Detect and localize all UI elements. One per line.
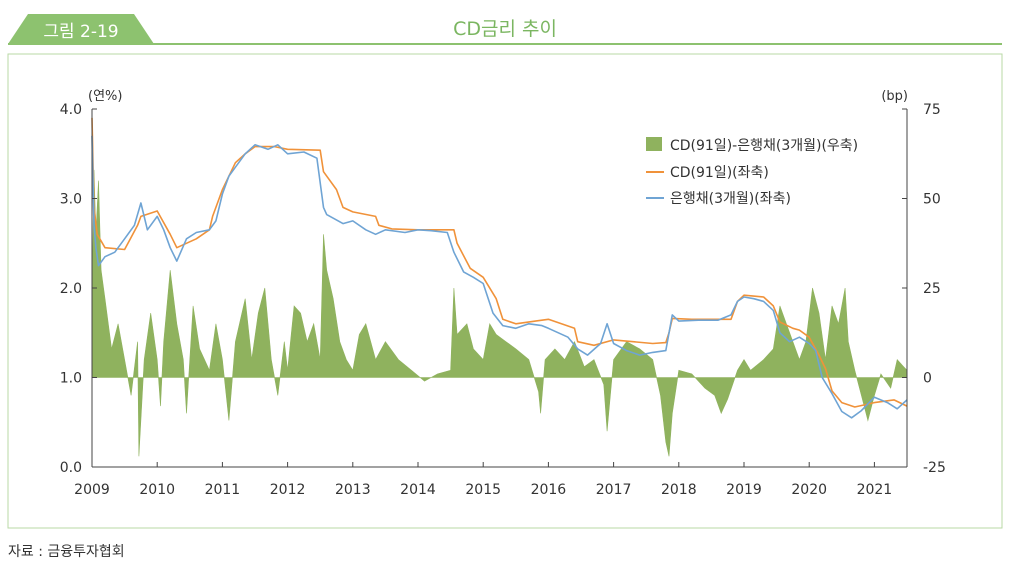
header: 그림 2-19 CD금리 추이 (8, 14, 1002, 45)
legend-item-spread: CD(91일)-은행채(3개월)(우축) (670, 138, 858, 154)
axes: 4.0 3.0 2.0 1.0 0.0 75 50 25 0 -25 2009 2010 2011 201… (60, 102, 946, 498)
right-tick-label: 50 (923, 192, 941, 208)
legend-item-bank-bond: 은행채(3개월)(좌축) (670, 191, 791, 207)
right-axis-unit: (bp) (881, 89, 908, 104)
x-tick-label: 2014 (400, 482, 436, 498)
x-tick-label: 2020 (791, 482, 827, 498)
x-tick-label: 2012 (270, 482, 306, 498)
left-tick-label: 2.0 (60, 281, 82, 297)
x-tick-label: 2018 (661, 482, 697, 498)
legend-item-cd: CD(91일)(좌축) (670, 165, 769, 181)
left-tick-label: 1.0 (60, 371, 82, 387)
x-tick-label: 2010 (139, 482, 175, 498)
series-cd-line (91, 117, 908, 408)
x-tick-label: 2011 (205, 482, 241, 498)
x-tick-label: 2016 (531, 482, 567, 498)
chart-title: CD금리 추이 (453, 18, 557, 40)
x-tick-label: 2019 (726, 482, 762, 498)
right-tick-label: 75 (923, 102, 941, 118)
source-note: 자료 : 금융투자협회 (8, 544, 125, 560)
right-tick-label: 25 (923, 281, 941, 297)
left-tick-label: 3.0 (60, 192, 82, 208)
left-tick-label: 0.0 (60, 460, 82, 476)
x-tick-label: 2015 (465, 482, 501, 498)
legend-swatch-spread (646, 137, 662, 151)
x-tick-label: 2009 (74, 482, 110, 498)
legend: CD(91일)-은행채(3개월)(우축) CD(91일)(좌축) 은행채(3개월… (646, 137, 858, 207)
figure-label: 그림 2-19 (43, 22, 118, 42)
chart-frame (7, 53, 1003, 529)
x-tick-label: 2021 (857, 482, 893, 498)
right-tick-label: -25 (923, 460, 946, 476)
x-tick-label: 2013 (335, 482, 371, 498)
x-tick-label: 2017 (596, 482, 632, 498)
plot-area (91, 117, 908, 457)
series-spread-area (91, 169, 908, 457)
series-bank-bond-line (91, 135, 908, 419)
figure-label-badge (8, 14, 154, 44)
right-tick-label: 0 (923, 371, 932, 387)
left-axis-unit: (연%) (88, 89, 122, 104)
left-tick-label: 4.0 (60, 102, 82, 118)
